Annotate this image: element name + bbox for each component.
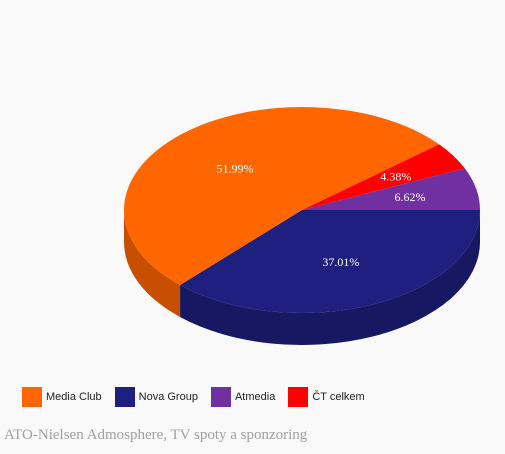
legend-item-atmedia[interactable]: Atmedia [210, 387, 276, 407]
source-credit: ATO-Nielsen Admosphere, TV spoty a sponz… [4, 427, 308, 443]
pie-chart-svg: 37.01% 51.99% 4.38% 6.62% [124, 107, 481, 346]
legend-item-ct-celkem[interactable]: ČT celkem [288, 387, 365, 407]
legend-swatch [114, 387, 135, 407]
pie-slice-side [180, 210, 481, 346]
legend-item-nova-group[interactable]: Nova Group [114, 387, 198, 407]
legend-swatch [22, 387, 42, 407]
legend-swatch [210, 387, 231, 407]
legend-label: Nova Group [138, 391, 198, 403]
legend-label: Atmedia [234, 391, 276, 403]
slice-value-label: 4.38% [380, 169, 411, 183]
legend-swatch [288, 387, 309, 407]
pie-slice[interactable] [124, 107, 440, 286]
slice-value-label: 51.99% [217, 162, 254, 176]
pie-slice[interactable] [302, 168, 480, 210]
pie-slice[interactable] [302, 144, 465, 210]
legend-label: Media Club [46, 391, 102, 403]
pie-slice[interactable] [180, 210, 481, 313]
pie-slice-side [124, 210, 181, 318]
pie-chart: 37.01% 51.99% 4.38% 6.62% [124, 107, 481, 346]
chart-legend: Media Club Nova Group Atmedia ČT celkem [22, 387, 378, 407]
legend-label: ČT celkem [312, 391, 365, 403]
legend-item-media-club[interactable]: Media Club [22, 387, 102, 407]
slice-value-label: 6.62% [394, 190, 425, 204]
slice-value-label: 37.01% [322, 255, 359, 269]
